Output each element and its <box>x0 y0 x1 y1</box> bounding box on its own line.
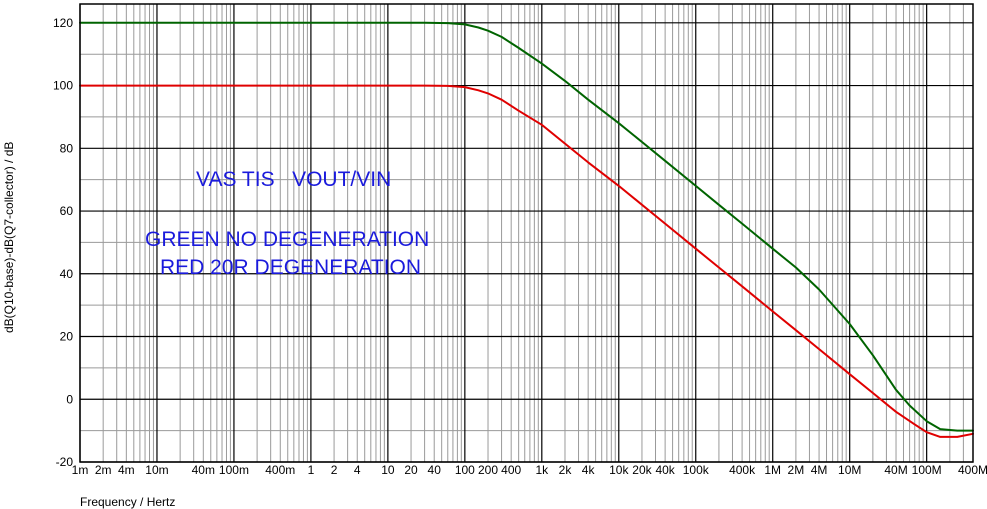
x-tick-label: 10m <box>145 463 168 477</box>
curves <box>79 21 974 438</box>
annotation-red: RED 20R DEGENERATION <box>160 256 421 279</box>
annotation-green: GREEN NO DEGENERATION <box>145 228 429 251</box>
x-tick-label: 400k <box>729 463 756 477</box>
x-tick-label: 40m <box>192 463 215 477</box>
plot-background <box>80 4 973 462</box>
x-tick-label: 40k <box>655 463 675 477</box>
plot-frame <box>79 3 974 463</box>
x-tick-label: 4M <box>811 463 828 477</box>
x-tick-label: 10 <box>381 463 395 477</box>
x-tick-label: 4k <box>582 463 596 477</box>
x-tick-label: 4m <box>118 463 135 477</box>
x-tick-label: 400M <box>958 463 987 477</box>
y-tick-label: 0 <box>66 392 73 406</box>
x-tick-label: 40 <box>428 463 442 477</box>
y-tick-label: 120 <box>53 16 73 30</box>
x-tick-label: 200 <box>478 463 498 477</box>
x-tick-label: 4 <box>354 463 361 477</box>
x-tick-label: 100M <box>912 463 942 477</box>
x-tick-label: 1 <box>308 463 315 477</box>
annotation-title: VAS TIS VOUT/VIN <box>196 168 391 191</box>
x-tick-label: 40M <box>884 463 907 477</box>
x-tick-label: 1k <box>535 463 549 477</box>
y-tick-label: 100 <box>53 79 73 93</box>
x-tick-label: 100m <box>219 463 249 477</box>
y-tick-label: -20 <box>56 455 74 469</box>
x-tick-label: 20 <box>404 463 418 477</box>
x-tick-labels: 1m 2m 4m 10m 40m 100m 400m 1 2 4 10 20 40 100 200 400 1k… <box>72 463 987 477</box>
y-tick-label: 80 <box>60 141 74 155</box>
series-line-red <box>79 84 974 438</box>
series-line-green <box>79 21 974 432</box>
x-axis-title: Frequency / Hertz <box>80 495 175 509</box>
x-tick-label: 10k <box>609 463 629 477</box>
x-tick-label: 2k <box>559 463 573 477</box>
minor-grid <box>80 4 974 462</box>
x-tick-label: 20k <box>632 463 652 477</box>
x-tick-label: 400m <box>265 463 295 477</box>
x-tick-label: 100 <box>455 463 475 477</box>
x-tick-label: 400 <box>501 463 521 477</box>
y-tick-label: 20 <box>60 330 74 344</box>
y-tick-label: 60 <box>60 204 74 218</box>
x-tick-label: 2M <box>788 463 805 477</box>
x-tick-label: 1M <box>764 463 781 477</box>
y-axis-title: dB(Q10-base)-dB(Q7-collector) / dB <box>2 142 16 333</box>
x-tick-label: 10M <box>838 463 861 477</box>
y-tick-labels: 120 100 80 60 40 20 0 -20 <box>53 16 73 469</box>
x-tick-label: 1m <box>72 463 89 477</box>
x-tick-label: 2m <box>95 463 112 477</box>
y-tick-label: 40 <box>60 267 74 281</box>
x-tick-label: 100k <box>683 463 710 477</box>
x-tick-label: 2 <box>331 463 338 477</box>
